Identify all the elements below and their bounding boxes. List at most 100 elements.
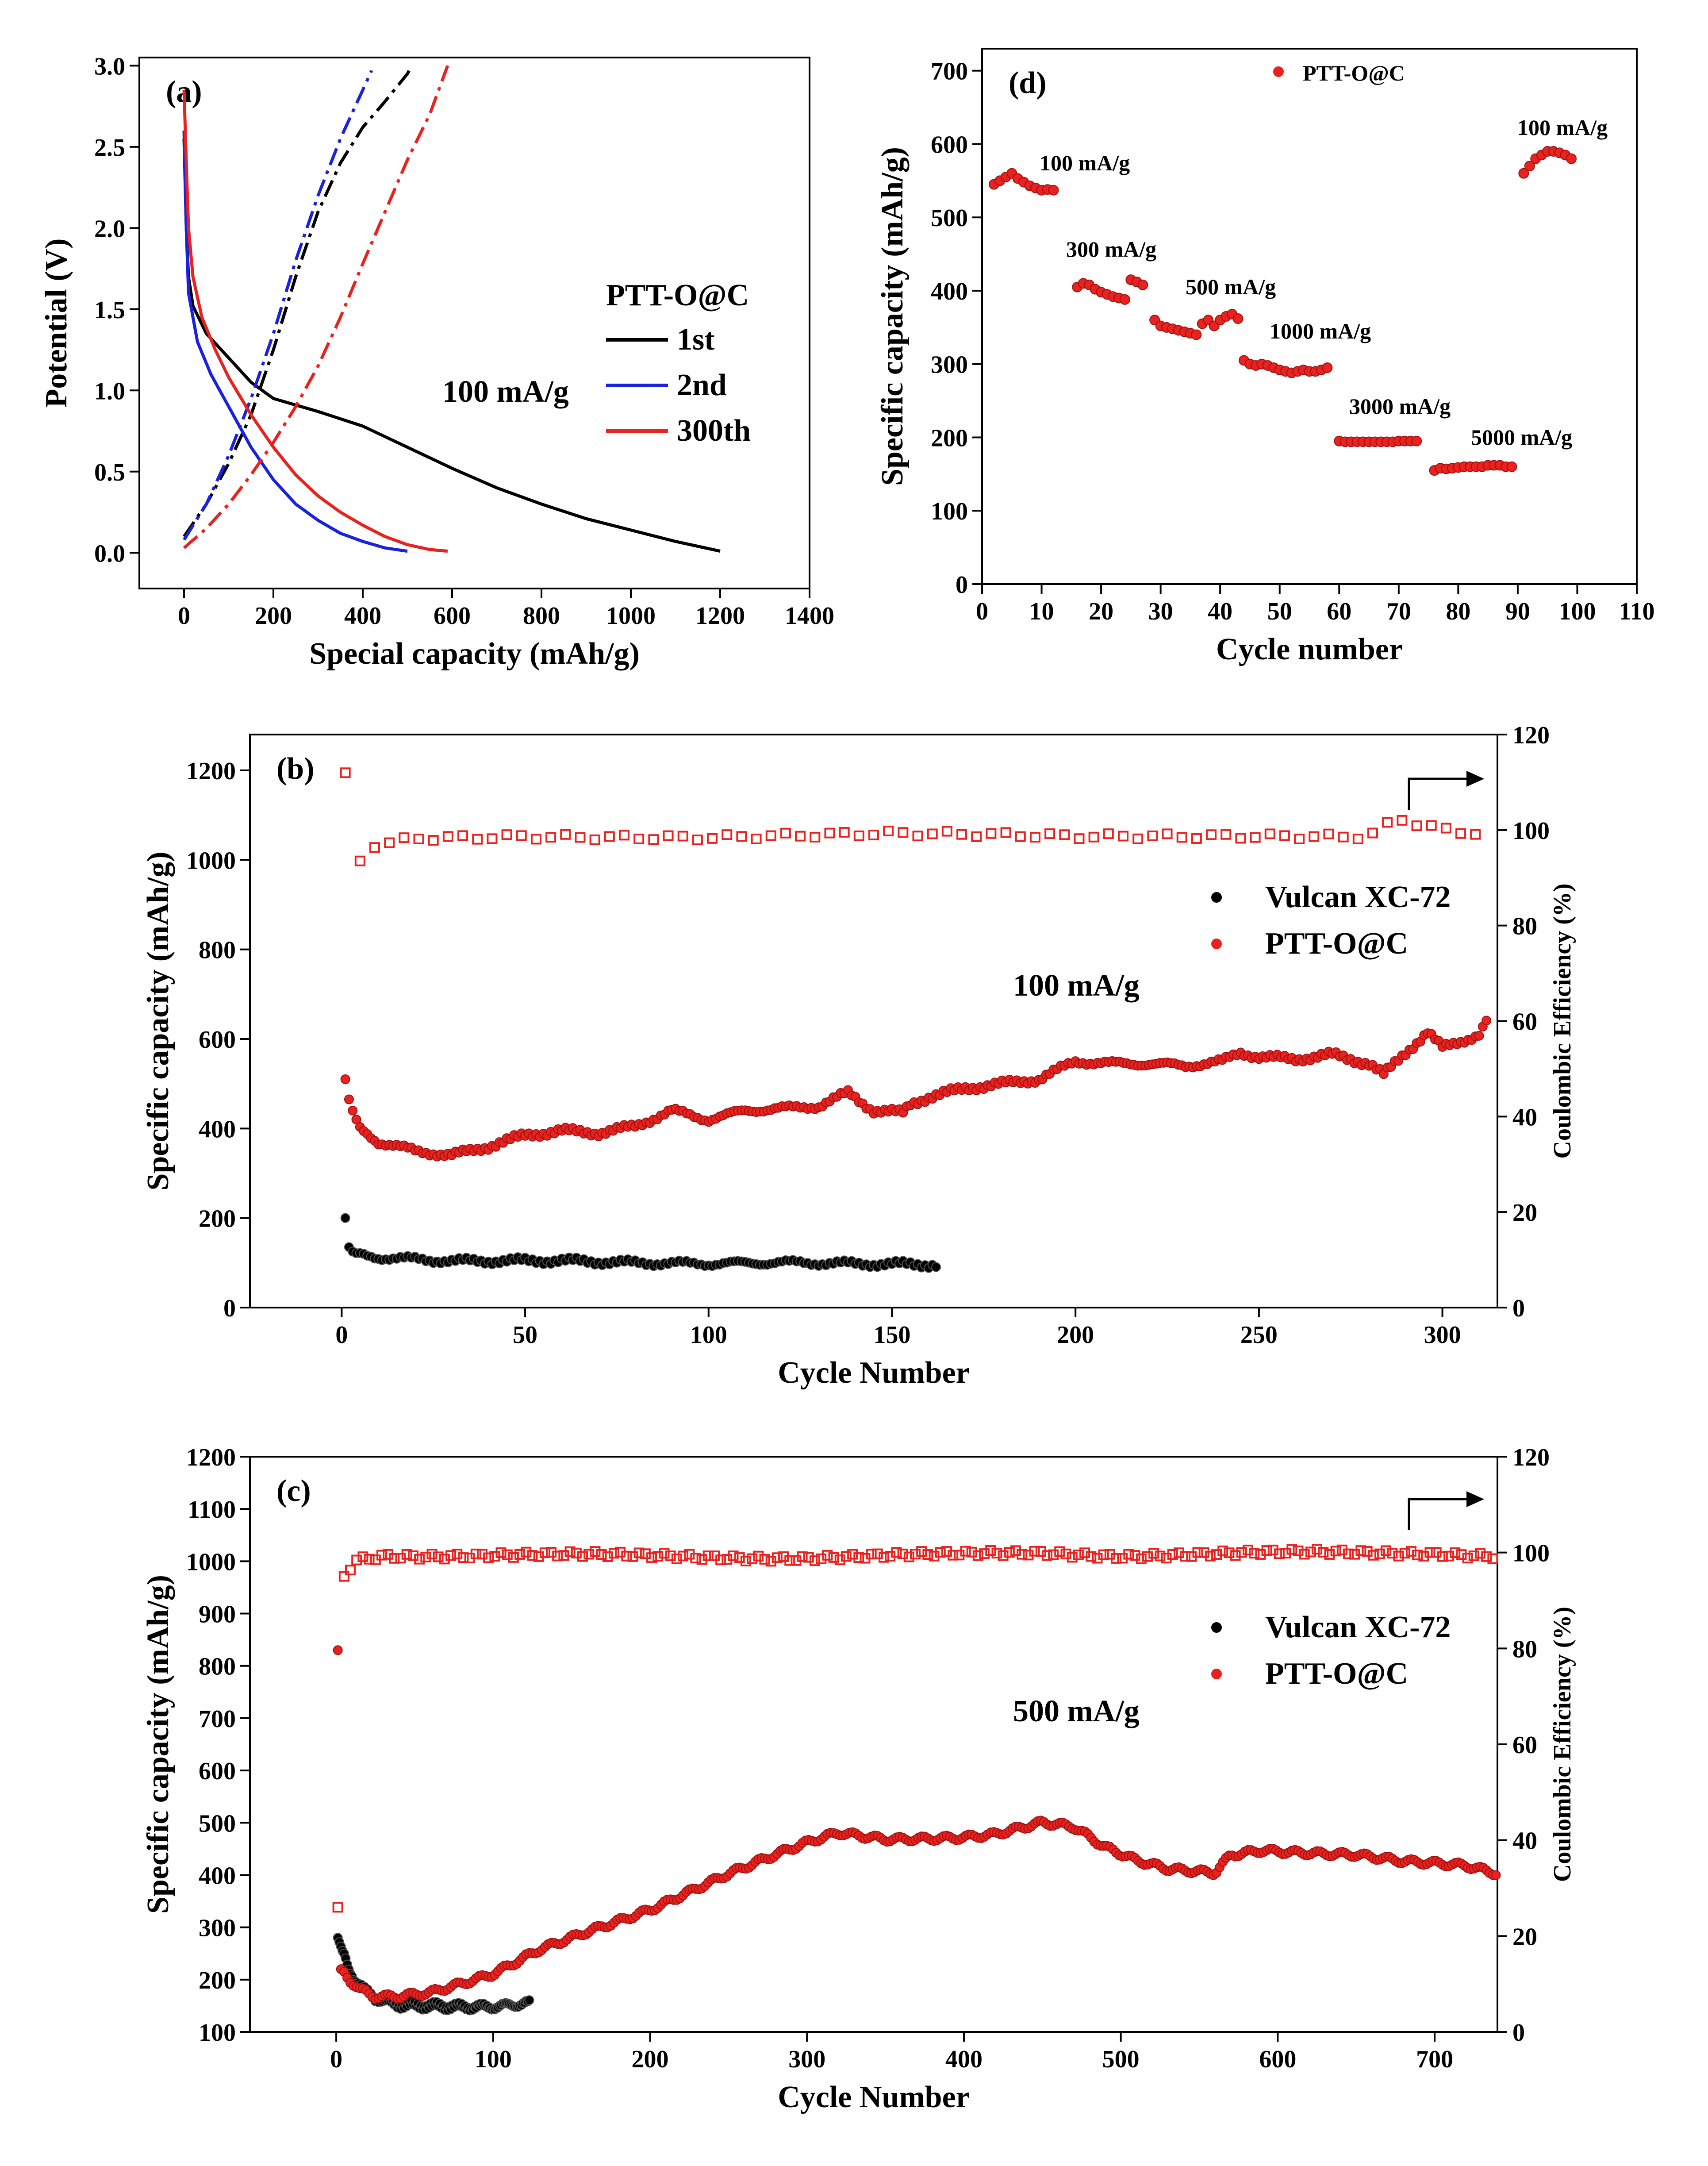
ce-point (998, 1550, 1009, 1561)
ce-point (1092, 1553, 1103, 1564)
y-tick-label: 0.5 (94, 459, 125, 486)
x-tick-label: 1000 (606, 602, 656, 630)
legend-label-1st: 1st (677, 323, 715, 357)
ce-point (795, 831, 806, 842)
ce-point (508, 1552, 519, 1563)
legend-marker (1273, 66, 1284, 77)
ce-point (1279, 830, 1290, 841)
x-tick-label: 40 (1208, 598, 1232, 625)
y2-tick-label: 20 (1512, 1199, 1537, 1227)
ce-point (810, 831, 821, 843)
y-tick-label: 800 (199, 1653, 236, 1681)
ce-point (883, 825, 894, 836)
ce-point (1111, 1553, 1122, 1564)
panel-a: 0 200 400 600 800 1000 1200 1400 0.0 0.5 1.0 1.5 2.0… (39, 53, 834, 671)
data-point (1322, 362, 1333, 373)
ce-point (1368, 1550, 1379, 1561)
ce-point (1286, 1544, 1297, 1555)
discharge-curve-300th (182, 90, 448, 553)
legend-label: Vulcan XC-72 (1265, 880, 1451, 914)
ce-point (1191, 833, 1202, 844)
ce-point (715, 1554, 726, 1566)
ce-point (470, 1548, 481, 1559)
ce-point (1261, 1545, 1272, 1556)
y2-axis-label: Coulombic Efficiency (%) (1549, 883, 1576, 1158)
y-tick-label: 0.0 (94, 540, 125, 567)
y-tick-label: 600 (199, 1026, 236, 1054)
x-tick-label: 100 (475, 2046, 512, 2073)
ce-point (1221, 829, 1232, 840)
ce-point (935, 1547, 946, 1558)
x-axis-label: Cycle number (1216, 632, 1403, 666)
ce-point (590, 1546, 601, 1557)
ce-point (1060, 1548, 1071, 1559)
ce-point (414, 1554, 425, 1565)
ce-point (780, 827, 791, 839)
ce-point (1224, 1547, 1235, 1558)
rate-label: 100 mA/g (1040, 150, 1130, 175)
ce-point (633, 1547, 645, 1558)
ce-point (1330, 1546, 1341, 1557)
ce-point (839, 827, 850, 838)
x-tick-label: 400 (945, 2046, 983, 2073)
panel-label: (d) (1009, 66, 1047, 100)
ce-point (853, 1552, 864, 1563)
ce-point (927, 828, 938, 839)
ce-point (501, 829, 512, 840)
legend-label-300th: 300th (677, 414, 751, 448)
ce-point (771, 1552, 783, 1563)
ce-point (1474, 1548, 1485, 1559)
y2-tick-label: 60 (1512, 1008, 1537, 1036)
ce-point (648, 834, 659, 845)
y2-tick-label: 80 (1512, 913, 1537, 940)
ce-point (338, 1571, 349, 1582)
y-tick-label: 1000 (186, 847, 236, 874)
ce-point (1424, 1547, 1435, 1558)
ce-point (633, 833, 645, 844)
charge-curve-1st (183, 65, 414, 538)
ce-point (575, 832, 586, 843)
y-tick-label: 500 (199, 1810, 236, 1837)
ce-point (1086, 1551, 1097, 1562)
ce-point (1054, 1546, 1065, 1557)
ce-point (868, 830, 879, 841)
panel-c: 0 100 200 300 400 500 600 700100200300400500600… (141, 1444, 1576, 2114)
x-tick-label: 80 (1446, 598, 1470, 625)
x-tick-label: 700 (1416, 2046, 1453, 2073)
ce-point (1217, 1545, 1228, 1556)
legend-marker (1211, 892, 1222, 903)
data-point (1518, 168, 1529, 179)
y2-tick-label: 0 (1512, 1295, 1525, 1322)
x-axis-label: Special capacity (mAh/g) (309, 637, 640, 671)
x-tick-label: 200 (632, 2046, 669, 2073)
ce-point (439, 1554, 450, 1565)
ce-point (702, 1550, 714, 1562)
y2-tick-label: 60 (1512, 1731, 1537, 1759)
y-tick-label: 200 (199, 1967, 236, 1994)
ce-point (897, 1548, 908, 1559)
ce-point (1249, 1548, 1260, 1559)
arrow-right-icon (1408, 1498, 1471, 1530)
x-tick-label: 0 (976, 598, 988, 625)
ce-point (922, 1549, 933, 1560)
ce-point (1029, 832, 1040, 843)
ce-point (1004, 1547, 1015, 1558)
x-tick-label: 250 (1240, 1321, 1278, 1349)
ce-point (364, 1554, 375, 1565)
ce-point (1323, 828, 1334, 839)
ce-point (822, 1550, 833, 1561)
capacity-point (524, 1995, 534, 2005)
ce-point (677, 831, 688, 842)
y-tick-label: 100 (199, 2019, 236, 2047)
ce-point (1118, 831, 1128, 842)
ce-point (891, 1547, 902, 1558)
ce-point (340, 767, 351, 778)
ce-point (1293, 1545, 1304, 1556)
ce-point (399, 832, 410, 843)
y-tick-label: 700 (931, 58, 968, 85)
ce-point (784, 1555, 795, 1566)
arrowhead-icon (1466, 1491, 1484, 1507)
y-tick-label: 400 (199, 1862, 236, 1889)
data-point (1119, 294, 1130, 305)
